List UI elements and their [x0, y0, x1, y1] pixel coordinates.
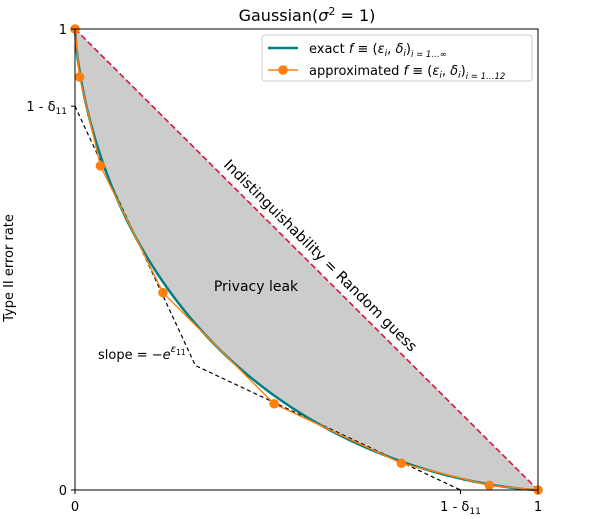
approx-point-2	[95, 161, 106, 171]
axes-frame	[74, 28, 539, 491]
x-tick-label-1: 1 - δ11	[440, 500, 481, 517]
ticks-layer: 0 1 - δ11 1 0 1 - δ11 1	[26, 23, 542, 517]
legend: exact f ≡ (εi, δi)i = 1…∞ approximated f…	[261, 34, 533, 82]
approx-point-3	[158, 287, 168, 298]
legend-box	[261, 34, 533, 82]
x-tick-label-2: 1	[534, 500, 542, 515]
legend-exact-label: exact f ≡ (εi, δi)i = 1…∞	[309, 42, 447, 60]
y-tick-label-1: 1 - δ11	[26, 100, 67, 117]
legend-approx-label: approximated f ≡ (εi, δi)i = 1…12	[309, 64, 505, 82]
approx-line	[74, 28, 539, 491]
slope-label: slope = −eε11	[98, 344, 186, 363]
y-tick-label-2: 1	[59, 23, 67, 38]
approx-point-1	[74, 72, 85, 82]
legend-approx-marker	[278, 65, 288, 75]
random-guess-line	[74, 28, 539, 491]
chart-title: Gaussian(σ2 = 1)	[239, 5, 376, 26]
y-tick-label-0: 0	[59, 484, 67, 499]
y-axis-label: Type II error rate	[2, 214, 17, 323]
marks-layer	[70, 24, 543, 495]
approx-point-4	[269, 398, 279, 409]
approx-point-6	[484, 480, 495, 491]
privacy-leak-label: Privacy leak	[214, 279, 299, 295]
approx-point-5	[396, 458, 407, 469]
x-tick-label-0: 0	[71, 500, 79, 515]
